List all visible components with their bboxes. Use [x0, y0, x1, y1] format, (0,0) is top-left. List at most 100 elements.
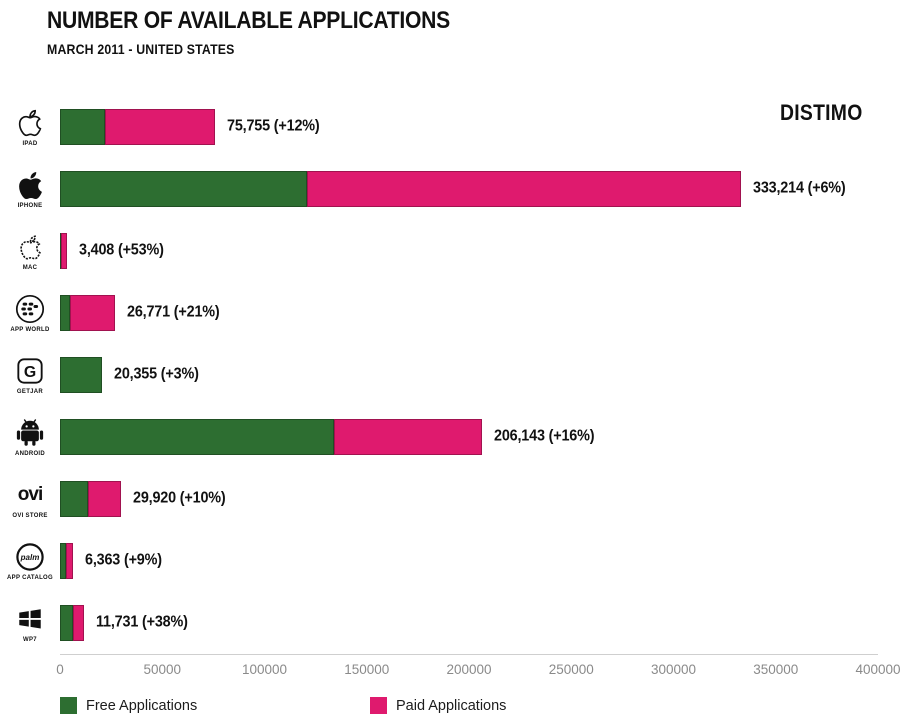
chart-row: IPHONE 333,214 (+6%) [0, 158, 914, 220]
bar-value-label: 75,755 (+12%) [226, 117, 320, 135]
chart-row: G GETJAR 20,355 (+3%) [0, 344, 914, 406]
palm-logo-icon: palm [15, 542, 45, 573]
page-title: NUMBER OF AVAILABLE APPLICATIONS [47, 7, 505, 35]
bar-area: 11,731 (+38%) [60, 605, 878, 641]
platform-label: GETJAR [16, 388, 44, 395]
platform-mac: MAC [0, 232, 60, 271]
bar-segment-free [60, 357, 102, 393]
bar-value-label: 29,920 (+10%) [133, 489, 226, 507]
bar-segment-paid [334, 419, 482, 455]
x-axis-tick: 0 [56, 662, 64, 677]
bar-segment-free [60, 543, 66, 579]
bar-segment-free [60, 419, 335, 455]
legend-swatch-free [60, 697, 77, 714]
bar-segment-free [60, 233, 62, 269]
platform-label: WP7 [23, 636, 37, 643]
chart-row: MAC 3,408 (+53%) [0, 220, 914, 282]
stacked-bar: 206,143 (+16%) [60, 419, 878, 455]
x-axis-tick: 350000 [753, 662, 799, 677]
chart-row: ANDROID 206,143 (+16%) [0, 406, 914, 468]
bar-value-label: 333,214 (+6%) [753, 179, 846, 197]
chart-row: WP7 11,731 (+38%) [0, 592, 914, 654]
getjar-letter: G [24, 364, 36, 381]
bar-area: 20,355 (+3%) [60, 357, 878, 393]
legend-swatch-paid [370, 697, 387, 714]
platform-getjar: G GETJAR [0, 356, 60, 395]
bar-area: 206,143 (+16%) [60, 419, 878, 455]
bar-segment-paid [104, 109, 215, 145]
legend-item-paid: Paid Applications [370, 697, 506, 714]
platform-app-world: APP WORLD [0, 294, 60, 333]
chart-header: NUMBER OF AVAILABLE APPLICATIONS MARCH 2… [47, 7, 505, 57]
ovi-logo-text: ovi [17, 484, 43, 505]
legend-item-free: Free Applications [60, 697, 197, 714]
bar-area: 6,363 (+9%) [60, 543, 878, 579]
chart-row: palm APP CATALOG 6,363 (+9%) [0, 530, 914, 592]
apple-dotted-icon [18, 232, 43, 263]
page-subtitle-text: MARCH 2011 - UNITED STATES [47, 41, 235, 57]
distimo-logo: DISTIMO [780, 100, 874, 126]
stacked-bar: 26,771 (+21%) [60, 295, 878, 331]
windows-flag-icon [16, 604, 44, 635]
platform-ipad: IPAD [0, 108, 60, 147]
platform-label: IPHONE [17, 202, 43, 209]
platform-label: APP WORLD [10, 326, 50, 333]
bar-segment-paid [307, 171, 742, 207]
x-axis-tick: 200000 [446, 662, 492, 677]
platform-label: ANDROID [14, 450, 46, 457]
platform-label: IPAD [22, 140, 38, 147]
page-title-text: NUMBER OF AVAILABLE APPLICATIONS [47, 7, 450, 34]
stacked-bar: 6,363 (+9%) [60, 543, 878, 579]
bar-value-label: 6,363 (+9%) [85, 551, 162, 569]
bar-chart: IPAD 75,755 (+12%) IPHONE 333,214 (+6%) [0, 96, 914, 654]
x-axis: 0 50000 100000 150000 200000 250000 3000… [56, 654, 901, 680]
bar-segment-free [60, 109, 105, 145]
android-robot-icon [15, 418, 45, 449]
bar-value-label: 20,355 (+3%) [113, 365, 199, 383]
stacked-bar: 11,731 (+38%) [60, 605, 878, 641]
platform-android: ANDROID [0, 418, 60, 457]
bar-area: 3,408 (+53%) [60, 233, 878, 269]
bar-segment-free [60, 171, 308, 207]
bar-value-label: 206,143 (+16%) [493, 427, 595, 445]
page-subtitle: MARCH 2011 - UNITED STATES [47, 41, 505, 57]
bar-segment-paid [61, 233, 67, 269]
ovi-logo-icon: ovi [17, 480, 43, 511]
apple-solid-icon [17, 170, 44, 201]
platform-label: APP CATALOG [7, 574, 53, 581]
platform-label: MAC [22, 264, 38, 271]
bar-segment-paid [70, 295, 115, 331]
x-axis-tick: 250000 [548, 662, 594, 677]
chart-row: IPAD 75,755 (+12%) [0, 96, 914, 158]
platform-label: OVI STORE [12, 512, 48, 519]
stacked-bar: 75,755 (+12%) [60, 109, 878, 145]
distimo-logo-text: DISTIMO [780, 100, 863, 125]
legend-label-paid: Paid Applications [396, 697, 507, 714]
bar-segment-free [60, 481, 89, 517]
bar-segment-paid [88, 481, 122, 517]
bar-area: 29,920 (+10%) [60, 481, 878, 517]
chart-row: APP WORLD 26,771 (+21%) [0, 282, 914, 344]
stacked-bar: 20,355 (+3%) [60, 357, 878, 393]
bar-segment-paid [65, 543, 73, 579]
bar-value-label: 11,731 (+38%) [95, 613, 188, 631]
bar-area: 333,214 (+6%) [60, 171, 878, 207]
bar-segment-paid [73, 605, 84, 641]
chart-legend: Free Applications Paid Applications [60, 697, 878, 721]
platform-wp7: WP7 [0, 604, 60, 643]
x-axis-tick: 150000 [344, 662, 390, 677]
legend-label-free: Free Applications [86, 697, 198, 714]
platform-iphone: IPHONE [0, 170, 60, 209]
bar-area: 75,755 (+12%) [60, 109, 878, 145]
x-axis-tick: 400000 [855, 662, 901, 677]
platform-ovi-store: ovi OVI STORE [0, 480, 60, 519]
stacked-bar: 3,408 (+53%) [60, 233, 878, 269]
blackberry-appworld-icon [15, 294, 45, 325]
bar-segment-free [60, 605, 74, 641]
x-axis-tick: 50000 [143, 662, 182, 677]
getjar-icon: G [16, 356, 44, 387]
apple-outline-icon [16, 108, 44, 139]
platform-app-catalog: palm APP CATALOG [0, 542, 60, 581]
stacked-bar: 333,214 (+6%) [60, 171, 878, 207]
bar-value-label: 26,771 (+21%) [126, 303, 220, 321]
